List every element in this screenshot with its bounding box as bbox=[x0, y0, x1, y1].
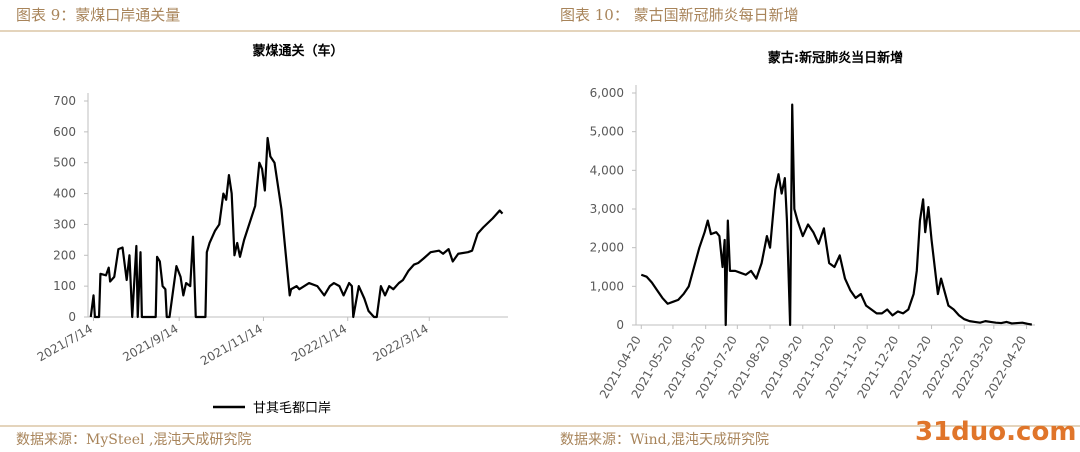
y-tick-label: 100 bbox=[53, 279, 76, 293]
y-tick-label: 2,000 bbox=[590, 241, 624, 255]
source-note: 数据来源：MySteel ,混沌天成研究院 bbox=[16, 432, 251, 448]
data-line bbox=[89, 136, 504, 319]
x-tick-label: 2021/11/14 bbox=[198, 321, 265, 368]
legend-label: 甘其毛都口岸 bbox=[253, 401, 331, 416]
y-tick-label: 5,000 bbox=[590, 125, 624, 139]
y-tick-label: 600 bbox=[53, 125, 76, 139]
watermark: 31duo.com bbox=[915, 417, 1076, 447]
x-tick-label: 2021/7/14 bbox=[35, 321, 95, 364]
chart-title: 蒙煤通关（车） bbox=[252, 43, 343, 59]
y-tick-label: 4,000 bbox=[590, 163, 624, 177]
x-tick-label: 2022/1/14 bbox=[289, 321, 349, 364]
y-tick-label: 0 bbox=[68, 310, 76, 324]
chart-title: 蒙古:新冠肺炎当日新增 bbox=[768, 50, 903, 66]
data-line bbox=[640, 103, 1033, 327]
source-note: 数据来源：Wind,混沌天成研究院 bbox=[560, 432, 769, 448]
y-tick-label: 3,000 bbox=[590, 202, 624, 216]
figure-caption: 图表 9：蒙煤口岸通关量 bbox=[16, 6, 180, 24]
x-tick-label: 2021/9/14 bbox=[120, 321, 180, 364]
y-tick-label: 700 bbox=[53, 94, 76, 108]
y-tick-label: 0 bbox=[616, 318, 624, 332]
x-tick-label: 2022/3/14 bbox=[370, 321, 430, 364]
y-tick-label: 200 bbox=[53, 248, 76, 262]
y-tick-label: 300 bbox=[53, 217, 76, 231]
y-tick-label: 6,000 bbox=[590, 86, 624, 100]
y-tick-label: 400 bbox=[53, 187, 76, 201]
y-tick-label: 500 bbox=[53, 156, 76, 170]
figure-caption: 图表 10： 蒙古国新冠肺炎每日新增 bbox=[560, 6, 799, 24]
y-tick-label: 1,000 bbox=[590, 279, 624, 293]
